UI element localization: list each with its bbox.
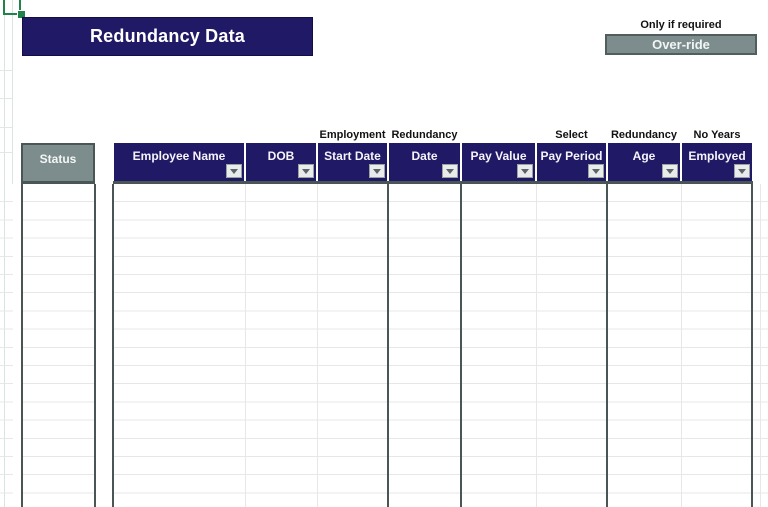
grid-border-dark [460, 184, 462, 507]
selection-fill-handle[interactable] [17, 10, 26, 19]
column-header: DOB [246, 143, 316, 181]
column-header: Employee Name [114, 143, 244, 181]
column-header: Start Date [318, 143, 387, 181]
grid-line-light [245, 184, 246, 507]
filter-dropdown-button[interactable] [298, 164, 314, 178]
spreadsheet-body[interactable] [21, 184, 768, 507]
selection-border [3, 13, 18, 15]
chevron-down-icon [592, 168, 600, 174]
chevron-down-icon [230, 168, 238, 174]
column-header-label: Age [632, 149, 656, 163]
column-header: Employed [682, 143, 752, 181]
column-header-label: DOB [267, 149, 295, 163]
header-border [21, 181, 95, 184]
filter-dropdown-button[interactable] [517, 164, 533, 178]
filter-dropdown-button[interactable] [226, 164, 242, 178]
grid-line-light [760, 184, 761, 507]
column-group-label: Redundancy [391, 129, 458, 141]
status-column-header: Status [21, 143, 95, 184]
filter-dropdown-button[interactable] [734, 164, 750, 178]
sheet-margin-gridline [12, 0, 13, 184]
grid-border-dark [94, 184, 96, 507]
column-header-label: Employee Name [132, 149, 226, 163]
sheet-margin-gridline [0, 152, 13, 153]
column-group-label: Employment [319, 129, 386, 141]
grid-border-dark [112, 184, 114, 507]
override-button[interactable]: Over-ride [605, 34, 757, 55]
selection-border [3, 0, 5, 15]
chevron-down-icon [373, 168, 381, 174]
grid-border-dark [387, 184, 389, 507]
column-header: Pay Value [462, 143, 535, 181]
selection-border [19, 0, 21, 11]
chevron-down-icon [738, 168, 746, 174]
grid-border-dark [606, 184, 608, 507]
chevron-down-icon [446, 168, 454, 174]
chevron-down-icon [666, 168, 674, 174]
column-header-label: Pay Period [540, 149, 603, 163]
header-border [113, 181, 753, 184]
column-group-label: Redundancy [610, 129, 677, 141]
column-header-label: Pay Value [470, 149, 527, 163]
chevron-down-icon [302, 168, 310, 174]
chevron-down-icon [521, 168, 529, 174]
grid-border-dark [21, 184, 23, 507]
filter-dropdown-button[interactable] [369, 164, 385, 178]
override-note: Only if required [640, 19, 722, 31]
grid-line-light [536, 184, 537, 507]
column-group-label: No Years [693, 129, 741, 141]
page-title: Redundancy Data [22, 17, 313, 56]
sheet-margin-rowlines [0, 184, 13, 507]
grid-line-light [317, 184, 318, 507]
column-group-label: Select [555, 129, 588, 141]
column-header: Pay Period [537, 143, 606, 181]
grid-border-dark [751, 184, 753, 507]
column-header: Date [389, 143, 460, 181]
filter-dropdown-button[interactable] [442, 164, 458, 178]
sheet-margin-gridline [0, 70, 13, 71]
filter-dropdown-button[interactable] [662, 164, 678, 178]
column-header: Age [608, 143, 680, 181]
spacer-column [96, 184, 112, 507]
sheet-margin-gridline [0, 127, 13, 128]
grid-line-light [681, 184, 682, 507]
filter-dropdown-button[interactable] [588, 164, 604, 178]
column-header-label: Start Date [324, 149, 381, 163]
sheet-margin-gridline [0, 98, 13, 99]
column-header-label: Date [411, 149, 438, 163]
column-header-label: Employed [688, 149, 746, 163]
